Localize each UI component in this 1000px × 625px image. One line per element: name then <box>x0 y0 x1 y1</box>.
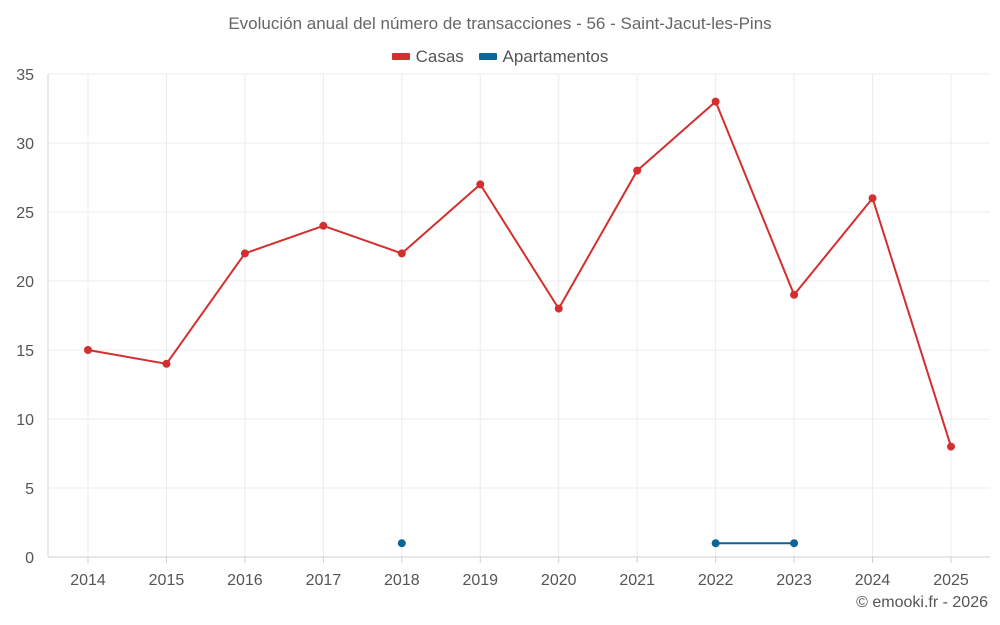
legend-item-apartamentos[interactable]: Apartamentos <box>478 46 609 67</box>
data-point-casas-2019[interactable] <box>476 180 485 189</box>
x-tick-label: 2023 <box>776 572 812 589</box>
y-tick-label: 10 <box>16 412 34 429</box>
x-tick-label: 2017 <box>306 572 342 589</box>
x-tick-label: 2015 <box>149 572 185 589</box>
data-point-apartamentos-2022[interactable] <box>711 539 720 548</box>
data-point-casas-2021[interactable] <box>633 166 642 175</box>
legend-swatch-casas <box>391 53 410 60</box>
data-point-casas-2018[interactable] <box>397 249 406 258</box>
legend-swatch-apartamentos <box>478 53 497 60</box>
y-tick-label: 30 <box>16 136 34 153</box>
data-point-casas-2025[interactable] <box>947 442 955 451</box>
data-point-casas-2022[interactable] <box>711 97 720 106</box>
series <box>84 97 955 548</box>
legend-item-casas[interactable]: Casas <box>391 46 464 67</box>
credit: © emooki.fr - 2026 <box>856 594 988 611</box>
x-tick-label: 2020 <box>541 572 577 589</box>
data-point-casas-2014[interactable] <box>84 346 92 354</box>
data-point-apartamentos-2023[interactable] <box>790 539 799 548</box>
y-tick-label: 35 <box>16 67 34 84</box>
y-tick-label: 25 <box>16 205 34 222</box>
x-tick-label: 2019 <box>462 572 498 589</box>
data-point-casas-2024[interactable] <box>868 194 877 203</box>
x-tick-label: 2025 <box>933 572 969 589</box>
data-point-casas-2023[interactable] <box>790 290 799 299</box>
y-tick-label: 0 <box>25 550 34 567</box>
series-line-casas <box>87 100 952 447</box>
legend-label-apartamentos: Apartamentos <box>502 46 609 66</box>
x-tick-label: 2016 <box>227 572 263 589</box>
data-point-casas-2017[interactable] <box>319 221 328 230</box>
x-tick-label: 2022 <box>698 572 734 589</box>
y-tick-label: 15 <box>16 343 34 360</box>
y-tick-label: 5 <box>25 481 34 498</box>
x-tick-label: 2014 <box>70 572 106 589</box>
x-tick-label: 2024 <box>855 572 891 589</box>
data-point-apartamentos-2018[interactable] <box>397 539 406 548</box>
x-tick-label: 2018 <box>384 572 420 589</box>
data-point-casas-2016[interactable] <box>240 249 249 258</box>
chart-title: Evolución anual del número de transaccio… <box>228 14 772 33</box>
y-tick-label: 20 <box>16 274 34 291</box>
x-tick-label: 2021 <box>619 572 655 589</box>
data-point-casas-2020[interactable] <box>554 304 563 313</box>
data-point-casas-2015[interactable] <box>162 359 171 368</box>
grid <box>48 73 990 557</box>
legend: Casas Apartamentos <box>0 45 1000 67</box>
legend-label-casas: Casas <box>415 46 464 66</box>
